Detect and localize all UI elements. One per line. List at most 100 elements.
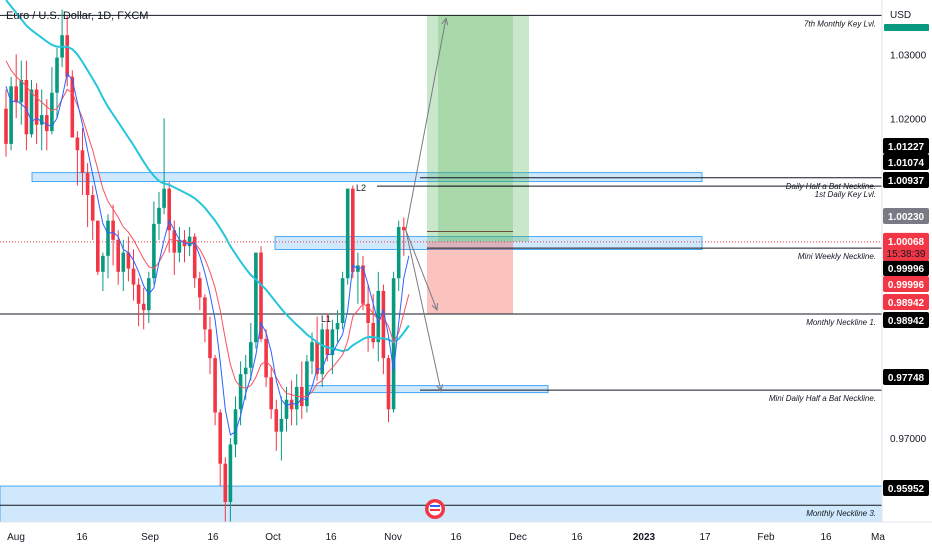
profit-zone-inner[interactable] — [438, 15, 513, 242]
countdown-timer: 15:38:39 — [887, 249, 926, 260]
time-tick-label: Oct — [265, 532, 281, 543]
candle — [29, 79, 34, 138]
candle — [39, 89, 44, 151]
candle-body — [213, 358, 217, 413]
price-tag-value: 0.98942 — [888, 298, 925, 309]
candle — [356, 252, 360, 304]
candle — [361, 255, 365, 311]
price-tag-value: 1.01074 — [888, 158, 925, 169]
candle-body — [208, 329, 212, 359]
candle — [330, 319, 335, 375]
candle-body — [14, 86, 18, 103]
candle — [402, 217, 406, 256]
candle — [396, 220, 401, 291]
projection-arrows — [405, 17, 449, 393]
buy-indicator[interactable] — [884, 24, 929, 31]
arrow-shaft — [405, 230, 442, 392]
candle-body — [141, 303, 146, 311]
price-tag-value: 1.01227 — [888, 142, 925, 153]
profit-zone-outer[interactable] — [427, 15, 529, 242]
candle — [147, 271, 151, 323]
candle — [213, 354, 217, 426]
time-tick-label: Nov — [384, 532, 402, 543]
candle — [116, 230, 120, 285]
flag-icon[interactable] — [425, 499, 445, 519]
price-tag[interactable]: 0.98942 — [883, 294, 929, 310]
time-axis[interactable]: Aug 16 Sep 16 Oct 16 Nov 16 Dec 16 2023 17 Feb 16 Ma — [0, 521, 932, 550]
candle — [198, 271, 202, 311]
price-tag-value: 0.99996 — [888, 280, 925, 291]
candle-body — [111, 220, 115, 240]
candle-body — [366, 303, 370, 323]
candle — [305, 354, 309, 413]
candle-body — [294, 386, 299, 410]
candle-body — [254, 252, 258, 343]
price-tag[interactable]: 1.00937 — [883, 172, 929, 188]
price-tag[interactable]: 0.95952 — [883, 480, 929, 496]
time-tick-label: Ma — [871, 532, 885, 543]
candle — [106, 214, 110, 279]
price-axis[interactable]: 1.030001.020000.980000.970001.012271.010… — [881, 0, 932, 522]
arrow-to-stop — [405, 230, 438, 312]
current-price-bg — [883, 232, 929, 261]
candle — [269, 367, 273, 419]
price-tag[interactable]: 1.01074 — [883, 154, 929, 170]
moving-averages — [5, 0, 410, 436]
price-tag[interactable]: 0.98942 — [883, 312, 929, 328]
price-tag[interactable]: 0.99996 — [883, 276, 929, 292]
arrow-shaft — [405, 230, 438, 311]
candle-body — [391, 278, 396, 410]
price-tag-bg — [883, 138, 929, 154]
candle — [249, 322, 253, 381]
candle — [381, 284, 386, 375]
candle — [131, 249, 136, 301]
price-tag[interactable]: 0.99996 — [883, 260, 929, 276]
currency-label[interactable]: USD — [890, 10, 911, 21]
loss-zone[interactable] — [427, 241, 513, 315]
candle — [4, 89, 8, 157]
candle-body — [218, 412, 222, 464]
candle-body — [70, 76, 75, 138]
price-tag-bg — [883, 172, 929, 188]
candle-body — [85, 172, 90, 196]
supply-demand-zone — [274, 236, 703, 250]
candle — [162, 118, 166, 215]
horizontal-levels[interactable]: 7th Monthly Key Lvl.Daily Half a Bat Nec… — [0, 14, 882, 518]
candle — [101, 252, 105, 291]
candle — [279, 396, 284, 461]
price-tag-bg — [883, 480, 929, 496]
key-level-label: Mini Weekly Neckline. — [798, 252, 876, 261]
price-tag[interactable]: 1.00230 — [883, 208, 929, 224]
pivot-labels: L1 L2 — [321, 183, 366, 324]
candle-body — [162, 188, 166, 208]
price-tag-value: 0.99996 — [888, 264, 925, 275]
candle-body — [396, 227, 401, 279]
candle — [203, 294, 207, 343]
price-tag[interactable]: 0.97748 — [883, 369, 929, 385]
candle — [34, 83, 39, 144]
price-tag-bg — [883, 369, 929, 385]
candle-body — [376, 290, 381, 343]
candle-body — [55, 57, 59, 93]
candle-body — [157, 207, 161, 224]
candle — [90, 185, 95, 240]
candle — [376, 271, 381, 362]
candle-body — [192, 236, 197, 279]
arrow-shaft — [405, 18, 447, 231]
supply-demand-zone — [307, 385, 549, 394]
candle-body — [80, 150, 85, 173]
price-tag[interactable]: 1.01227 — [883, 138, 929, 154]
candle — [274, 399, 279, 451]
arrow-head — [431, 302, 438, 312]
long-position-tool[interactable] — [427, 15, 529, 315]
arrow-to-lower-zone — [405, 230, 444, 393]
candle — [351, 185, 355, 279]
arrow-head — [436, 384, 444, 393]
price-tag-value: 0.95952 — [888, 484, 925, 495]
time-tick-label: 16 — [571, 532, 583, 543]
time-tick-label: 16 — [207, 532, 219, 543]
candle-body — [203, 297, 207, 330]
price-tag-bg — [883, 154, 929, 170]
